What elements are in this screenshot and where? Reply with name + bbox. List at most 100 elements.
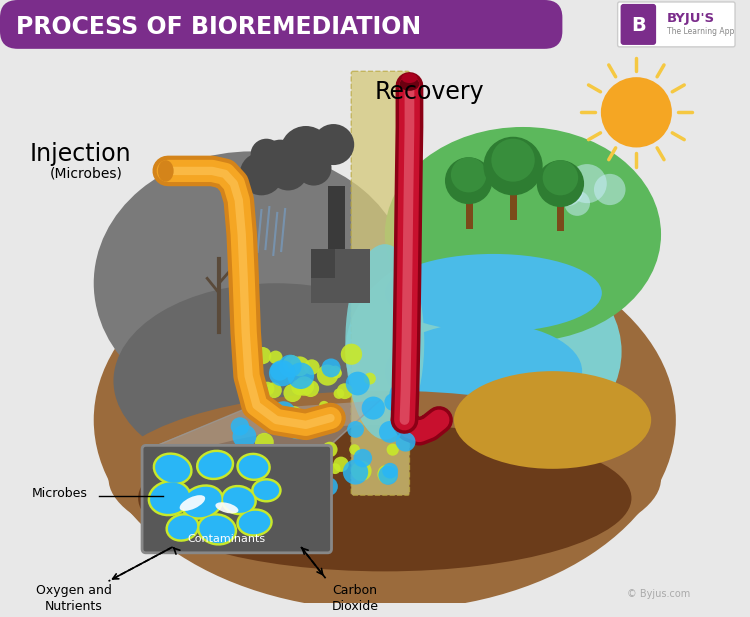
Text: PROCESS OF BIOREMEDIATION: PROCESS OF BIOREMEDIATION	[16, 15, 421, 39]
Circle shape	[240, 152, 284, 196]
Ellipse shape	[236, 453, 271, 481]
Circle shape	[379, 465, 398, 485]
Circle shape	[272, 401, 296, 426]
Circle shape	[283, 355, 301, 373]
Circle shape	[594, 174, 626, 205]
Circle shape	[382, 463, 398, 479]
Polygon shape	[146, 400, 380, 449]
Circle shape	[254, 347, 272, 364]
Circle shape	[280, 126, 332, 177]
Ellipse shape	[158, 160, 174, 181]
Ellipse shape	[166, 513, 200, 542]
Circle shape	[322, 442, 338, 457]
Ellipse shape	[138, 425, 632, 571]
Text: © Byjus.com: © Byjus.com	[628, 589, 691, 599]
Ellipse shape	[385, 322, 582, 420]
Ellipse shape	[238, 511, 270, 534]
Circle shape	[232, 424, 256, 448]
Circle shape	[290, 357, 310, 376]
Circle shape	[364, 373, 376, 384]
Circle shape	[255, 433, 274, 452]
Ellipse shape	[251, 478, 282, 502]
Circle shape	[261, 464, 283, 486]
Circle shape	[398, 383, 416, 400]
FancyBboxPatch shape	[620, 4, 656, 45]
Circle shape	[386, 444, 399, 456]
Circle shape	[385, 393, 403, 411]
Circle shape	[313, 124, 354, 165]
Circle shape	[389, 383, 413, 406]
Bar	[557, 202, 564, 231]
Circle shape	[320, 478, 338, 496]
Ellipse shape	[220, 485, 257, 515]
Circle shape	[333, 457, 349, 472]
Circle shape	[537, 160, 584, 207]
Ellipse shape	[454, 371, 651, 469]
Circle shape	[451, 157, 487, 193]
Circle shape	[323, 405, 342, 423]
Text: Oxygen and
Nutrients: Oxygen and Nutrients	[36, 584, 112, 613]
Ellipse shape	[215, 502, 238, 513]
Circle shape	[377, 465, 397, 484]
Circle shape	[268, 151, 308, 191]
Circle shape	[254, 467, 280, 492]
Text: Injection: Injection	[29, 143, 131, 167]
Circle shape	[445, 157, 492, 204]
Ellipse shape	[109, 391, 661, 566]
Ellipse shape	[180, 495, 206, 511]
Bar	[310, 249, 335, 278]
Text: BYJU'S: BYJU'S	[667, 12, 715, 25]
Circle shape	[245, 461, 258, 473]
Circle shape	[340, 344, 362, 365]
Ellipse shape	[199, 452, 232, 478]
Bar	[510, 191, 517, 220]
Bar	[328, 186, 345, 263]
Ellipse shape	[400, 77, 419, 91]
Circle shape	[347, 421, 364, 437]
Bar	[466, 199, 472, 228]
Circle shape	[567, 164, 607, 203]
Circle shape	[337, 383, 352, 399]
Circle shape	[308, 445, 320, 457]
Ellipse shape	[254, 481, 279, 500]
Ellipse shape	[150, 482, 189, 514]
Circle shape	[270, 362, 290, 381]
Circle shape	[287, 363, 314, 389]
Circle shape	[346, 371, 370, 395]
Circle shape	[343, 460, 368, 484]
Circle shape	[322, 358, 340, 378]
Ellipse shape	[153, 452, 193, 485]
Circle shape	[247, 380, 268, 400]
Circle shape	[330, 463, 340, 474]
Circle shape	[274, 415, 294, 434]
Circle shape	[231, 417, 249, 436]
Circle shape	[353, 449, 372, 467]
Circle shape	[269, 360, 296, 386]
Circle shape	[291, 471, 319, 498]
Circle shape	[262, 448, 273, 459]
FancyBboxPatch shape	[351, 72, 410, 495]
Circle shape	[350, 444, 360, 455]
Ellipse shape	[223, 487, 254, 513]
Ellipse shape	[385, 254, 602, 332]
Circle shape	[396, 432, 416, 452]
Circle shape	[332, 368, 342, 379]
Circle shape	[260, 382, 274, 395]
FancyBboxPatch shape	[0, 0, 562, 49]
Ellipse shape	[94, 230, 676, 610]
Ellipse shape	[200, 516, 235, 543]
Circle shape	[246, 391, 273, 418]
Circle shape	[301, 472, 318, 489]
Circle shape	[317, 365, 338, 386]
Circle shape	[296, 151, 332, 186]
Text: The Learning App: The Learning App	[667, 27, 734, 36]
Ellipse shape	[385, 127, 661, 342]
Circle shape	[268, 350, 283, 364]
Ellipse shape	[94, 151, 410, 415]
Circle shape	[551, 175, 583, 206]
Circle shape	[317, 421, 328, 432]
Circle shape	[319, 401, 329, 411]
Text: Microbes: Microbes	[32, 487, 88, 500]
Text: Carbon
Dioxide: Carbon Dioxide	[332, 584, 379, 613]
Ellipse shape	[168, 515, 197, 539]
